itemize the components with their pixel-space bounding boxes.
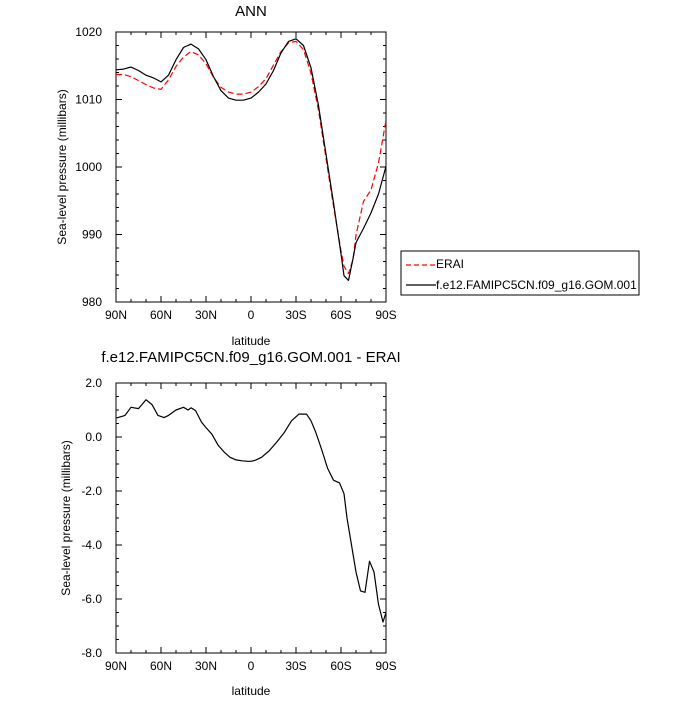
ann-y-tick-label: 1020 [75, 25, 102, 39]
ann-series-line-erai [116, 40, 387, 275]
ann-x-tick-label: 30S [285, 308, 306, 322]
diff-y-tick-label: 2.0 [85, 376, 102, 390]
ann-y-tick-label: 1010 [75, 93, 102, 107]
diff-x-tick-label: 30N [195, 659, 217, 673]
diff-x-axis-label: latitude [232, 684, 271, 698]
legend-label-erai: ERAI [436, 257, 464, 271]
legend: ERAI f.e12.FAMIPC5CN.f09_g16.GOM.001 [400, 250, 640, 296]
ann-panel: ANN 90N 60N 30N 0 30S 60S 90S 980 990 1000 1010 102… [55, 3, 397, 348]
diff-y-tick-label: -4.0 [81, 538, 102, 552]
diff-chart-title: f.e12.FAMIPC5CN.f09_g16.GOM.001 - ERAI [101, 349, 400, 366]
ann-y-tick-label: 1000 [75, 160, 102, 174]
ann-x-tick-label: 90N [105, 308, 127, 322]
ann-y-tick-label: 990 [82, 228, 102, 242]
diff-y-tick-label: -6.0 [81, 592, 102, 606]
difference-panel: f.e12.FAMIPC5CN.f09_g16.GOM.001 - ERAI 9… [59, 349, 401, 698]
legend-label-model: f.e12.FAMIPC5CN.f09_g16.GOM.001 [436, 278, 637, 292]
diff-y-axis-label: Sea-level pressure (millibars) [59, 440, 73, 595]
ann-x-tick-label: 90S [375, 308, 396, 322]
ann-x-axis-label: latitude [232, 334, 271, 348]
diff-plot-frame [115, 382, 387, 654]
diff-x-tick-label: 60N [150, 659, 172, 673]
ann-x-tick-label: 30N [195, 308, 217, 322]
diff-x-tick-label: 30S [285, 659, 306, 673]
diff-y-tick-label: -2.0 [81, 484, 102, 498]
ann-chart-title: ANN [235, 3, 267, 20]
ann-x-tick-label: 60N [150, 308, 172, 322]
ann-series-line-model [115, 38, 387, 281]
diff-series-line-difference [115, 399, 387, 623]
diff-x-tick-label: 60S [330, 659, 351, 673]
diff-y-tick-label: -8.0 [81, 646, 102, 660]
legend-box [400, 250, 640, 296]
diff-x-tick-label: 90N [105, 659, 127, 673]
ann-x-tick-label: 0 [248, 308, 255, 322]
diff-x-tick-label: 90S [375, 659, 396, 673]
diff-y-tick-label: 0.0 [85, 430, 102, 444]
ann-y-tick-label: 980 [82, 295, 102, 309]
ann-x-tick-label: 60S [330, 308, 351, 322]
diff-x-tick-label: 0 [248, 659, 255, 673]
ann-plot-frame [115, 31, 387, 303]
ann-y-axis-label: Sea-level pressure (millibars) [55, 89, 69, 244]
